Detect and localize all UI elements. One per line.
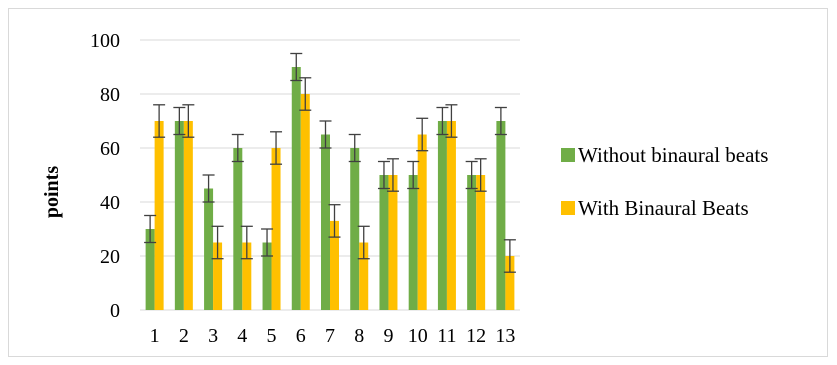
bar-with-8 — [359, 242, 369, 310]
y-axis-ticks: 0 20 40 60 80 100 — [90, 30, 120, 322]
legend-label: With Binaural Beats — [578, 196, 749, 220]
x-axis-ticks: 1 2 3 4 5 6 7 8 9 10 11 12 13 — [150, 325, 516, 347]
bar-with-10 — [417, 134, 427, 310]
bar-without-5 — [262, 242, 272, 310]
bar-with-2 — [183, 121, 193, 310]
legend-label: Without binaural beats — [578, 143, 768, 167]
x-tick-label: 7 — [325, 325, 335, 347]
bar-with-3 — [213, 242, 223, 310]
x-tick-label: 3 — [208, 325, 218, 347]
bar-without-4 — [233, 148, 243, 310]
bar-without-1 — [145, 229, 155, 310]
error-bar — [416, 117, 429, 152]
error-bar — [357, 225, 370, 260]
error-bar — [173, 106, 186, 136]
error-bar — [319, 120, 332, 149]
y-tick-label: 60 — [100, 138, 120, 160]
y-tick-label: 0 — [110, 300, 120, 322]
error-bar — [299, 77, 312, 111]
error-bar — [182, 104, 195, 138]
bar-without-12 — [467, 175, 477, 310]
error-bar — [144, 214, 157, 244]
error-bar — [494, 106, 507, 136]
bar-without-13 — [496, 121, 506, 310]
x-tick-label: 9 — [383, 325, 393, 347]
bar-with-5 — [271, 148, 281, 310]
bar-with-9 — [388, 175, 398, 310]
bars — [145, 67, 515, 310]
bar-with-13 — [505, 256, 515, 310]
error-bar — [465, 160, 478, 190]
y-axis-title: points — [41, 166, 63, 218]
bar-with-4 — [242, 242, 252, 310]
y-tick-label: 20 — [100, 246, 120, 268]
error-bar — [348, 133, 361, 163]
error-bar — [386, 158, 399, 192]
bar-with-1 — [154, 121, 164, 310]
error-bar — [211, 225, 224, 260]
bar-without-2 — [174, 121, 184, 310]
legend-swatch — [561, 201, 575, 215]
error-bar — [436, 106, 449, 136]
error-bar — [328, 204, 341, 238]
y-tick-label: 40 — [100, 192, 120, 214]
bar-with-7 — [330, 220, 339, 310]
bar-with-6 — [300, 94, 310, 310]
x-tick-label: 4 — [237, 325, 247, 347]
x-tick-label: 11 — [437, 325, 456, 347]
x-tick-label: 1 — [150, 325, 160, 347]
x-tick-label: 10 — [408, 325, 428, 347]
error-bar — [503, 239, 516, 273]
error-bar — [261, 228, 274, 257]
legend: Without binaural beats With Binaural Beat… — [561, 143, 768, 220]
error-bar — [407, 160, 420, 190]
x-tick-label: 2 — [179, 325, 189, 347]
error-bar — [270, 131, 283, 165]
x-tick-label: 12 — [466, 325, 486, 347]
error-bar — [377, 160, 390, 190]
bar-without-9 — [379, 175, 389, 310]
error-bar — [153, 104, 166, 138]
error-bars — [144, 52, 516, 273]
error-bar — [231, 133, 244, 163]
error-bar — [240, 225, 253, 260]
bar-without-7 — [321, 134, 330, 310]
bar-with-12 — [476, 175, 486, 310]
bar-without-3 — [204, 188, 214, 310]
x-tick-label: 5 — [267, 325, 277, 347]
bar-with-11 — [446, 121, 456, 310]
x-tick-label: 13 — [495, 325, 515, 347]
x-tick-label: 6 — [296, 325, 306, 347]
y-tick-label: 80 — [100, 84, 120, 106]
bar-without-8 — [350, 148, 360, 310]
error-bar — [290, 52, 303, 82]
error-bar — [474, 158, 487, 192]
error-bar — [445, 104, 458, 138]
error-bar — [202, 174, 215, 203]
bar-without-10 — [408, 175, 418, 310]
legend-swatch — [561, 148, 575, 162]
bar-without-6 — [291, 67, 301, 310]
y-tick-label: 100 — [90, 30, 120, 52]
bar-without-11 — [437, 121, 447, 310]
x-tick-label: 8 — [354, 325, 364, 347]
